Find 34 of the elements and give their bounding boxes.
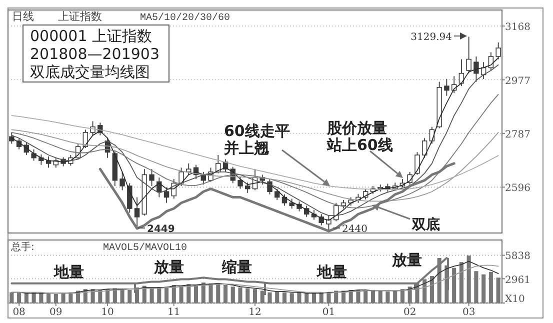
- text: 201808—201903: [30, 45, 160, 63]
- annotation: 2440: [342, 224, 368, 235]
- x-tick-label: 02: [403, 307, 416, 318]
- annotation: MA5/10/20/30/60: [140, 12, 230, 24]
- x-tick-label: 01: [322, 307, 336, 318]
- y-tick-label: 2977: [505, 76, 530, 87]
- annotation: 双底: [411, 216, 440, 233]
- annotation: 2449: [147, 224, 175, 235]
- y-tick-label: 2596: [505, 183, 530, 194]
- annotation: 地量: [316, 263, 347, 281]
- x-tick-label: 10: [101, 307, 114, 318]
- annotation: 日线: [12, 10, 34, 23]
- annotation: 放量: [391, 251, 422, 269]
- text: 000001 上证指数: [30, 27, 152, 45]
- x-tick-label: 08: [12, 307, 26, 318]
- x-tick-label: 12: [248, 307, 262, 318]
- annotation: 3129.94: [410, 32, 452, 43]
- annotation: 缩量: [221, 258, 252, 276]
- annotation: 地量: [53, 263, 84, 281]
- annotation: 上证指数: [58, 10, 102, 23]
- annotation: 60线走平并上翘: [223, 122, 290, 157]
- annotation: 股价放量站上60线: [326, 119, 393, 154]
- y-tick-label: 2787: [505, 129, 530, 140]
- annotation: 双底成交量均线图: [30, 63, 150, 81]
- annotation: 放量: [153, 258, 184, 276]
- x-tick-label: 11: [168, 307, 180, 318]
- y-tick-label: X10: [505, 294, 525, 305]
- y-tick-label: 5838: [505, 251, 530, 262]
- annotation: 总手:: [10, 241, 34, 253]
- x-tick-label: 09: [50, 307, 62, 318]
- x-tick-label: 03: [462, 307, 476, 318]
- annotation: MAVOL5/MAVOL10: [103, 242, 188, 254]
- y-tick-label: 2961: [505, 274, 530, 286]
- y-tick-label: 3168: [505, 22, 530, 34]
